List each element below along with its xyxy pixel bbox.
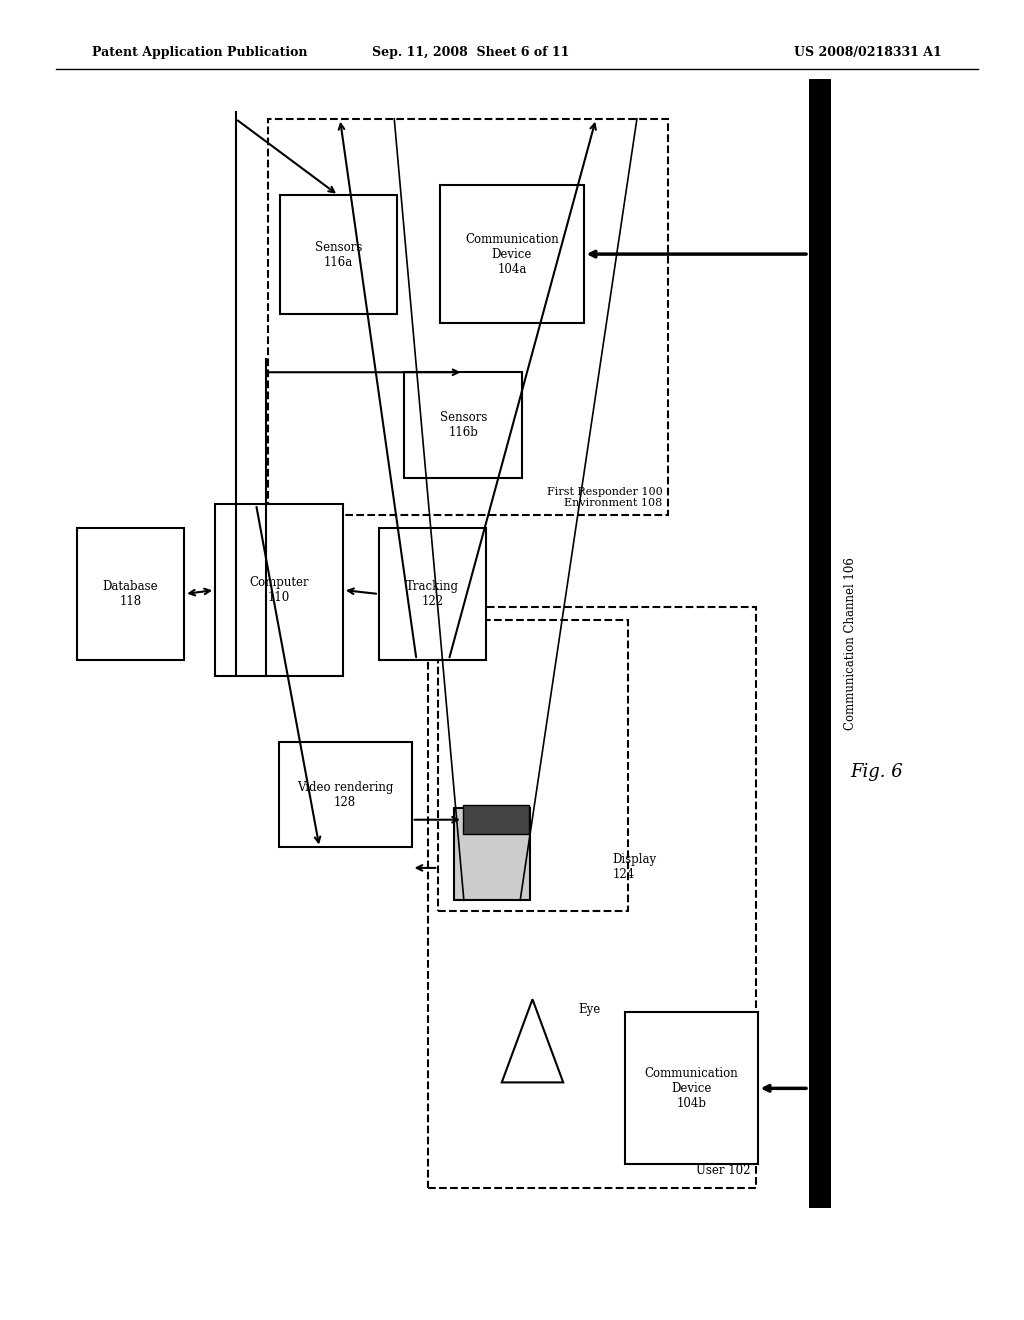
Text: Fig. 6: Fig. 6 [850, 763, 903, 781]
Text: User 102: User 102 [696, 1164, 751, 1177]
Bar [440, 185, 584, 323]
Bar [404, 372, 522, 478]
Text: Sep. 11, 2008  Sheet 6 of 11: Sep. 11, 2008 Sheet 6 of 11 [373, 46, 569, 59]
Bar [428, 607, 756, 1188]
Text: Computer
110: Computer 110 [249, 576, 309, 605]
Bar [809, 79, 831, 1208]
Bar [379, 528, 486, 660]
Text: Tracking
122: Tracking 122 [407, 579, 459, 609]
Bar [454, 808, 530, 900]
Text: Communication Channel 106: Communication Channel 106 [844, 557, 857, 730]
Text: Eye: Eye [579, 1003, 601, 1016]
Bar [268, 119, 668, 515]
Polygon shape [502, 999, 563, 1082]
Bar [77, 528, 184, 660]
Bar [280, 195, 397, 314]
Bar [279, 742, 412, 847]
Text: Communication
Device
104b: Communication Device 104b [644, 1067, 738, 1110]
Bar [215, 504, 343, 676]
Bar [438, 620, 628, 911]
Text: Display
124: Display 124 [612, 853, 656, 882]
Bar [463, 805, 529, 834]
Text: First Responder 100
Environment 108: First Responder 100 Environment 108 [547, 487, 663, 508]
Text: Database
118: Database 118 [102, 579, 159, 609]
Text: Sensors
116a: Sensors 116a [314, 240, 362, 269]
Text: Communication
Device
104a: Communication Device 104a [465, 232, 559, 276]
Text: Patent Application Publication: Patent Application Publication [92, 46, 307, 59]
Text: Sensors
116b: Sensors 116b [439, 411, 487, 440]
Text: Video rendering
128: Video rendering 128 [297, 780, 393, 809]
Bar [625, 1012, 758, 1164]
Text: US 2008/0218331 A1: US 2008/0218331 A1 [795, 46, 942, 59]
